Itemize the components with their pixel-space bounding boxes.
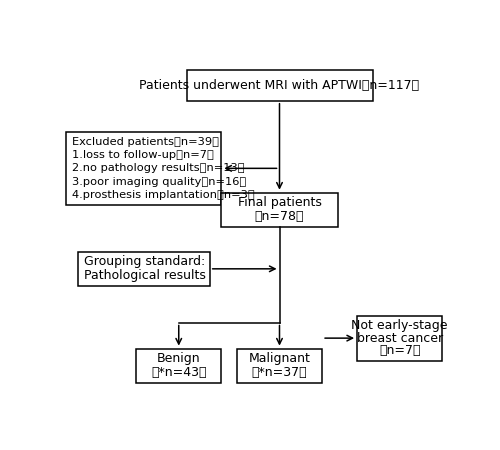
Text: breast cancer: breast cancer: [356, 332, 442, 345]
Text: （n=7）: （n=7）: [379, 345, 420, 357]
FancyBboxPatch shape: [136, 348, 222, 383]
Text: 4.prosthesis implantation（n=3）: 4.prosthesis implantation（n=3）: [72, 190, 255, 200]
Text: Final patients: Final patients: [238, 197, 322, 210]
Text: Malignant: Malignant: [248, 352, 310, 365]
FancyBboxPatch shape: [357, 315, 442, 360]
Text: Excluded patients（n=39）: Excluded patients（n=39）: [72, 137, 219, 147]
Text: 1.loss to follow-up（n=7）: 1.loss to follow-up（n=7）: [72, 150, 214, 160]
FancyBboxPatch shape: [237, 348, 322, 383]
Text: Benign: Benign: [157, 352, 200, 365]
Text: Patients underwent MRI with APTWI（n=117）: Patients underwent MRI with APTWI（n=117）: [140, 79, 419, 92]
Text: （n=78）: （n=78）: [255, 210, 304, 223]
Text: （*n=43）: （*n=43）: [151, 366, 206, 379]
FancyBboxPatch shape: [66, 132, 222, 205]
Text: Grouping standard:: Grouping standard:: [84, 256, 205, 268]
FancyBboxPatch shape: [222, 193, 338, 227]
Text: 2.no pathology results（n=13）: 2.no pathology results（n=13）: [72, 163, 245, 173]
Text: Pathological results: Pathological results: [84, 269, 206, 282]
Text: （*n=37）: （*n=37）: [252, 366, 308, 379]
Text: 3.poor imaging quality（n=16）: 3.poor imaging quality（n=16）: [72, 176, 246, 187]
Text: Not early-stage: Not early-stage: [352, 319, 448, 332]
FancyBboxPatch shape: [186, 70, 372, 101]
FancyBboxPatch shape: [78, 252, 210, 286]
